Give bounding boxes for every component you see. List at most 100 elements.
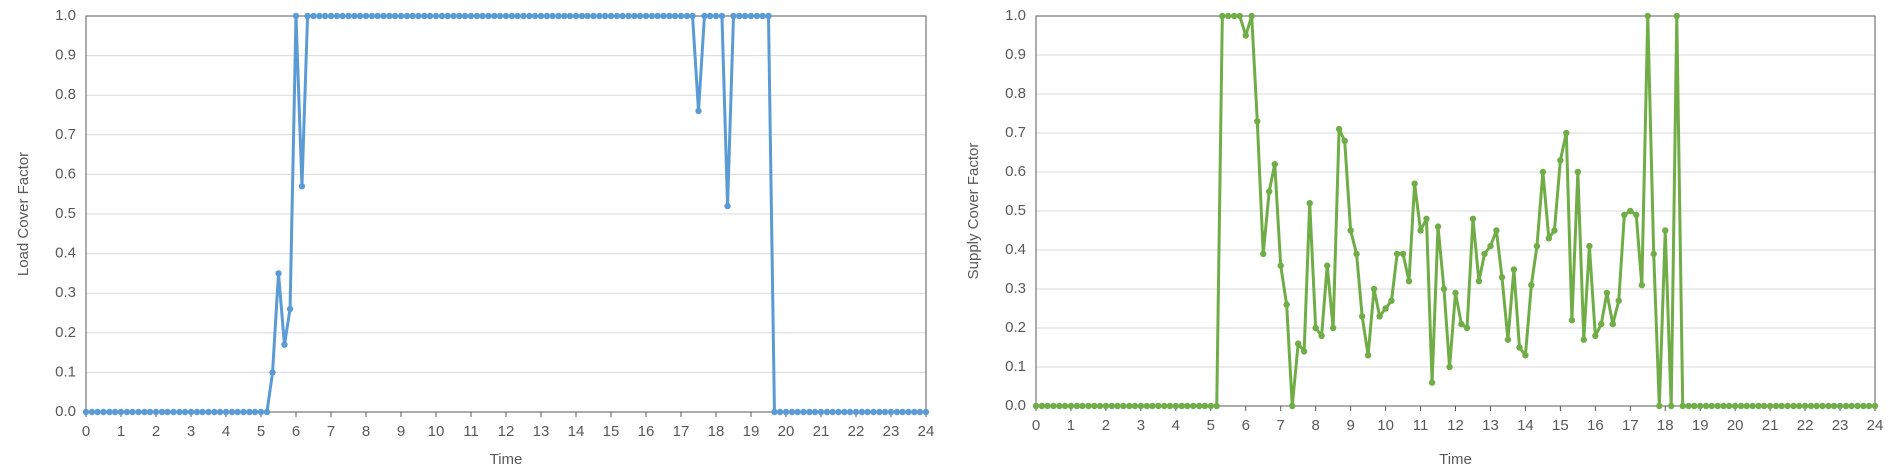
data-point [1260,250,1267,258]
data-point [1737,402,1745,410]
data-point [176,408,183,416]
x-tick-label: 2 [152,423,160,440]
data-point [1108,402,1116,410]
data-point [514,12,521,20]
data-point [572,12,580,20]
data-point [1598,320,1605,328]
data-point [741,12,749,20]
data-point [135,408,142,416]
data-point [1795,402,1803,410]
data-point [543,12,551,20]
data-point [263,408,271,416]
data-point [1254,118,1261,125]
data-point [922,408,930,416]
data-point [1644,12,1651,20]
y-tick-label: 0.4 [55,245,76,262]
data-point [1428,379,1436,386]
data-point [1487,242,1494,250]
data-point [496,12,504,20]
data-point [467,12,475,20]
x-tick-label: 21 [813,423,830,440]
x-tick-label: 2 [1102,417,1110,434]
data-point [817,408,825,416]
data-point [724,202,731,210]
data-point [1580,336,1587,343]
data-point [893,408,901,416]
data-point [1667,402,1675,410]
data-point [246,408,253,416]
data-point [1242,32,1249,39]
data-point [1446,363,1453,371]
data-point [537,12,545,20]
data-point [123,408,131,416]
data-point [1493,227,1500,234]
x-tick-label: 10 [428,423,445,440]
data-point [677,12,685,20]
y-tick-label: 0.3 [1005,280,1026,297]
data-point [432,12,440,20]
data-point [835,408,842,416]
data-point [1434,223,1442,230]
data-point [1393,250,1401,258]
y-tick-label: 0.7 [55,126,76,143]
x-tick-label: 12 [498,423,515,440]
x-tick-label: 15 [603,423,620,440]
x-tick-label: 11 [463,423,479,440]
x-tick-label: 9 [1346,417,1354,434]
data-point [298,183,306,190]
data-point [695,107,702,115]
data-point [1650,250,1657,258]
data-point [596,12,603,20]
y-tick-label: 0.6 [55,165,76,182]
data-point [152,408,160,416]
data-point [1126,402,1133,410]
data-point [82,408,90,416]
data-point [636,12,644,20]
data-point [1102,402,1110,410]
data-point [1038,402,1046,410]
data-point [1161,402,1168,410]
data-point [1830,402,1838,410]
data-point [753,12,761,20]
data-point [706,12,714,20]
data-point [1539,168,1547,176]
data-point [1836,402,1844,410]
x-tick-label: 18 [1657,417,1674,434]
data-point [1388,297,1395,304]
data-point [1691,402,1698,410]
data-point [1096,402,1104,410]
x-tick-label: 17 [673,423,690,440]
data-point [1236,12,1244,20]
data-point [1440,285,1448,293]
y-tick-label: 0.8 [55,86,76,103]
data-point [1533,242,1541,250]
y-tick-label: 0.9 [1005,46,1026,63]
data-point [1382,305,1389,312]
data-point [549,12,556,20]
data-point [1621,211,1628,219]
data-point [1504,336,1512,343]
data-point [899,408,906,416]
x-tick-label: 16 [1587,417,1604,434]
x-tick-label: 19 [743,423,760,440]
data-point [1685,402,1692,410]
data-point [146,408,154,416]
x-tick-label: 17 [1622,417,1639,434]
data-point [881,408,889,416]
data-point [304,12,311,20]
y-tick-label: 0.9 [55,47,76,64]
data-point [578,12,586,20]
data-point [1842,402,1850,410]
data-point [1131,402,1139,410]
y-tick-label: 0.5 [1005,202,1026,219]
data-point [1044,402,1051,410]
x-tick-label: 16 [638,423,655,440]
data-point [1225,12,1232,20]
data-point [1452,289,1459,297]
data-point [1463,324,1471,332]
data-point [1143,402,1151,410]
data-point [1289,402,1296,410]
data-point [1557,157,1564,164]
